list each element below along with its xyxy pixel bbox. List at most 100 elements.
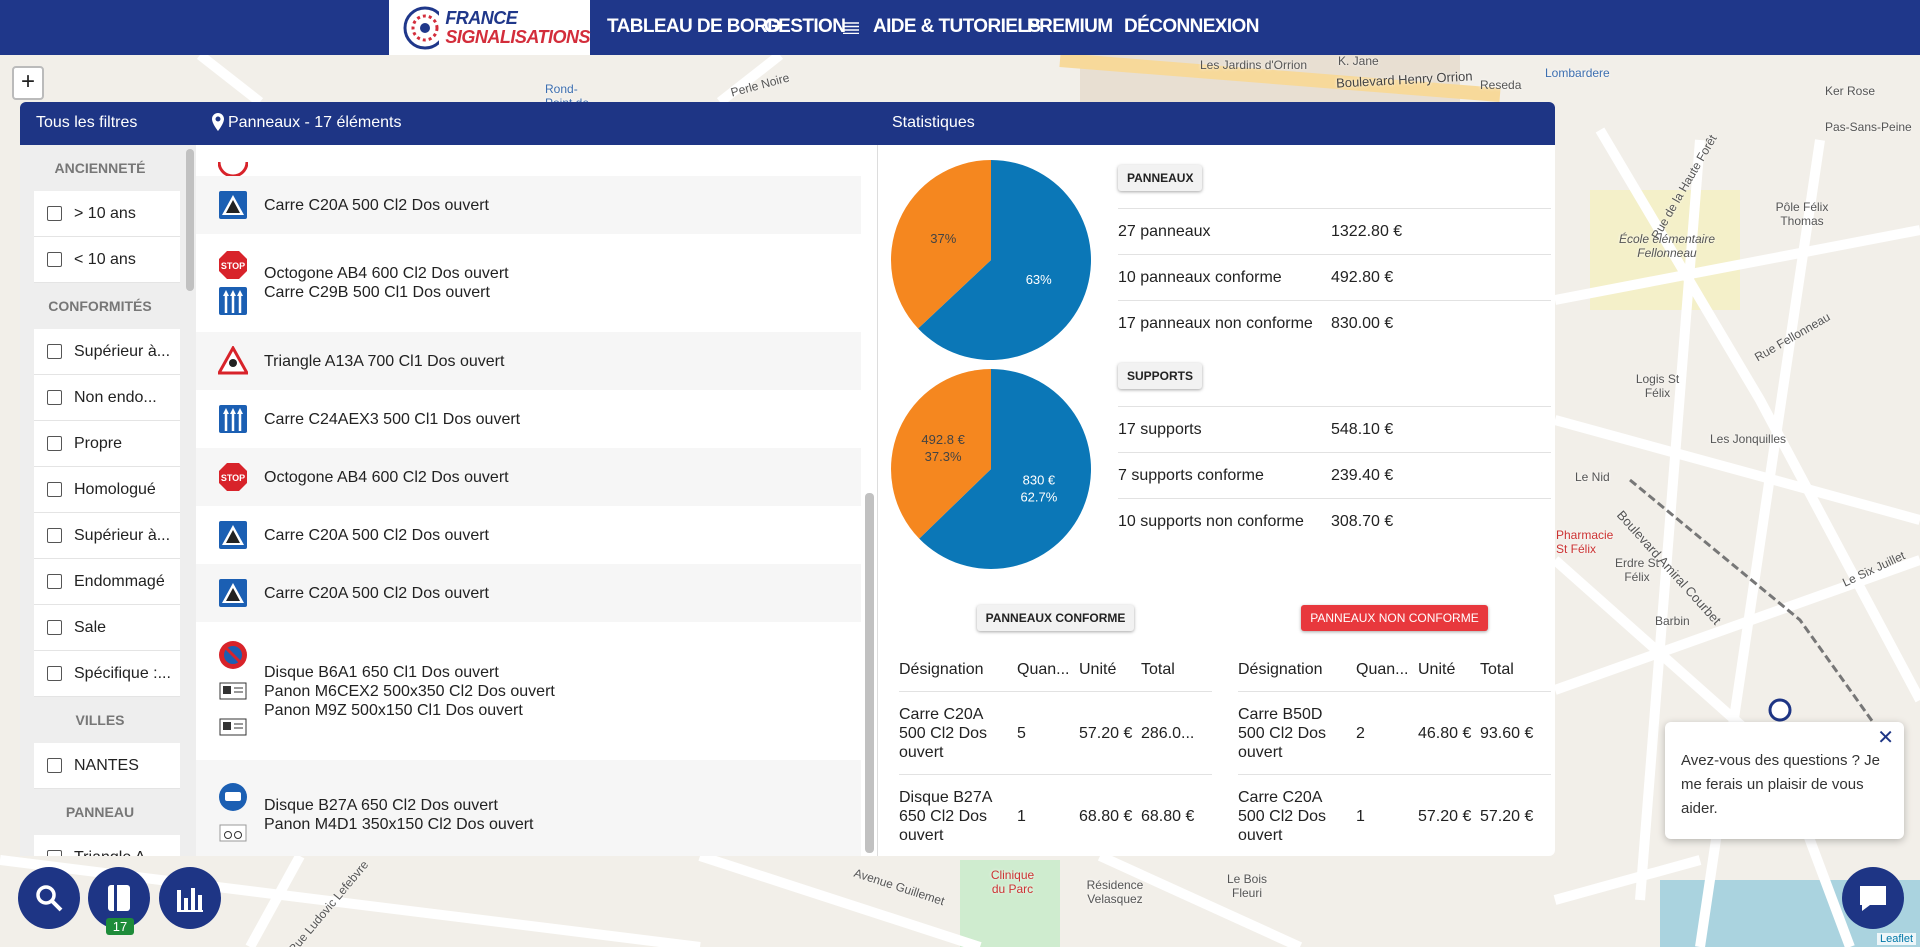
item-text: Carre C20A 500 Cl2 Dos ouvert: [264, 584, 489, 603]
filter-option[interactable]: Non endo...: [34, 375, 180, 421]
sign-icon: [219, 191, 247, 219]
list-item[interactable]: STOP Octogone AB4 600 Cl2 Dos ouvert Carre…: [196, 234, 861, 332]
slice-label: 492.8 €: [921, 432, 965, 447]
checkbox[interactable]: [47, 436, 62, 451]
checkbox[interactable]: [47, 344, 62, 359]
section-badge: PANNEAUX: [1118, 165, 1203, 191]
filters-panel: ANCIENNETÉ > 10 ans < 10 ans CONFORMITÉS Sup…: [20, 145, 196, 856]
filter-option[interactable]: Triangle A...: [34, 835, 180, 856]
filter-option[interactable]: Propre: [34, 421, 180, 467]
checkbox[interactable]: [47, 620, 62, 635]
pie-charts: 63% 37% 830 € 62.7% 492.8 € 37.3%: [891, 160, 1091, 569]
column-header: Quan...: [1356, 661, 1409, 678]
list-item[interactable]: Carre C20A 500 Cl2 Dos ouvert: [196, 564, 861, 622]
checkbox[interactable]: [47, 666, 62, 681]
map-label: Ker Rose: [1825, 84, 1876, 98]
pie-slice: [918, 160, 1091, 360]
nav-link[interactable]: TABLEAU DE BORD: [607, 16, 781, 37]
checkbox[interactable]: [47, 482, 62, 497]
checkbox[interactable]: [47, 528, 62, 543]
column-header: Unité: [1418, 661, 1456, 678]
filter-option[interactable]: Supérieur à...: [34, 513, 180, 559]
map-label: Logis St Félix: [1635, 372, 1680, 400]
map-label: Résidence Velasquez: [1086, 878, 1144, 906]
zoom-in[interactable]: +: [12, 66, 44, 100]
filter-option[interactable]: Sale: [34, 605, 180, 651]
sign-icon: [219, 287, 247, 315]
map-label: Le Nid: [1575, 470, 1610, 484]
list-item[interactable]: Carre C24AEX3 500 Cl1 Dos ouvert: [196, 390, 861, 448]
filter-option[interactable]: < 10 ans: [34, 237, 180, 283]
logo-text: SIGNALISATIONS: [445, 26, 590, 47]
filter-option[interactable]: > 10 ans: [34, 191, 180, 237]
checkbox[interactable]: [47, 758, 62, 773]
table-cell: 2: [1356, 724, 1365, 742]
stats-row: 10 panneaux conforme 492.80 €: [1118, 254, 1551, 300]
list-item[interactable]: Disque B6A1 650 Cl1 Dos ouvert Panon M6CE…: [196, 622, 861, 760]
summary-table: PANNEAUX CONFORME Désignation Quan... Unité…: [899, 605, 1212, 856]
filter-option[interactable]: NANTES: [34, 743, 180, 789]
stats-amount: 548.10 €: [1331, 420, 1394, 438]
map-label: K. Jane: [1338, 54, 1379, 68]
stats-row: 17 panneaux non conforme 830.00 €: [1118, 300, 1551, 346]
filter-label: Propre: [74, 434, 123, 452]
item-line: Panon M6CEX2 500x350 Cl2 Dos ouvert: [264, 682, 555, 700]
filter-label: Supérieur à...: [74, 342, 171, 360]
checkbox[interactable]: [47, 574, 62, 589]
item-line: Disque B27A 650 Cl2 Dos ouvert: [264, 797, 498, 814]
nav-link[interactable]: GESTION: [764, 16, 846, 37]
sign-icon: [219, 824, 247, 842]
nav-link[interactable]: PREMIUM: [1027, 16, 1113, 37]
checkbox[interactable]: [47, 252, 62, 267]
map-label: Clinique du Parc: [990, 868, 1035, 896]
search-button[interactable]: [18, 867, 80, 929]
menu-icon: [843, 22, 859, 34]
nav-link[interactable]: AIDE & TUTORIELS: [873, 16, 1041, 37]
stats-label: 7 supports conforme: [1118, 466, 1264, 484]
filter-option[interactable]: Spécifique :...: [34, 651, 180, 697]
summary-table: PANNEAUX NON CONFORME Désignation Quan... U…: [1238, 605, 1551, 856]
chat-button[interactable]: [1842, 867, 1904, 929]
checkbox[interactable]: [47, 390, 62, 405]
icon-column: [214, 782, 252, 848]
table-cell: Carre C20A 500 Cl2 Dos ouvert: [899, 705, 988, 761]
filter-label: < 10 ans: [74, 250, 136, 268]
close-button[interactable]: ✕: [1877, 727, 1894, 749]
section-badge: SUPPORTS: [1118, 363, 1203, 389]
list-item-partial[interactable]: [196, 145, 861, 176]
filter-label: Homologué: [74, 480, 156, 498]
list-item[interactable]: STOP Octogone AB4 600 Cl2 Dos ouvert: [196, 448, 861, 506]
logo[interactable]: FRANCE SIGNALISATIONS: [389, 0, 590, 55]
slice-percent: 37.3%: [925, 449, 962, 464]
icon-column: [214, 640, 252, 742]
column-header: Quan...: [1017, 661, 1070, 678]
table-cell: Carre B50D 500 Cl2 Dos ouvert: [1238, 705, 1327, 761]
count-badge: 17: [106, 918, 134, 935]
stats-button[interactable]: [159, 867, 221, 929]
filter-option[interactable]: Endommagé: [34, 559, 180, 605]
table-badge: PANNEAUX CONFORME: [976, 605, 1135, 631]
sign-icon: [218, 162, 248, 176]
icon-column: [214, 162, 252, 176]
logo-text: FRANCE: [445, 7, 518, 28]
list-item[interactable]: Carre C20A 500 Cl2 Dos ouvert: [196, 506, 861, 564]
item-line: Carre C29B 500 Cl1 Dos ouvert: [264, 284, 490, 301]
checkbox[interactable]: [47, 850, 62, 856]
list-item[interactable]: Carre C20A 500 Cl2 Dos ouvert: [196, 176, 861, 234]
sign-list: Carre C20A 500 Cl2 Dos ouvert STOP Octogon…: [196, 145, 877, 856]
filter-option[interactable]: Supérieur à...: [34, 329, 180, 375]
checkbox[interactable]: [47, 206, 62, 221]
list-item[interactable]: Triangle A13A 700 Cl1 Dos ouvert: [196, 332, 861, 390]
filter-option[interactable]: Homologué: [34, 467, 180, 513]
table-row: Carre B50D 500 Cl2 Dos ouvert 2 46.80 € 93.…: [1238, 692, 1551, 775]
table-header: Désignation Quan... Unité Total: [899, 648, 1212, 692]
sign-icon: [219, 521, 247, 549]
stats-panel: 63% 37% 830 €62.7% 492.8 €37.3% PANNEAUX 27 …: [877, 145, 1555, 856]
panel-header: Tous les filtres Panneaux - 17 éléments …: [20, 102, 1555, 145]
item-line: Disque B6A1 650 Cl1 Dos ouvert: [264, 663, 499, 681]
slice-label: 830 €: [1023, 473, 1056, 488]
nav-link[interactable]: DÉCONNEXION: [1124, 16, 1259, 37]
list-item[interactable]: Disque B27A 650 Cl2 Dos ouvert Panon M4D1…: [196, 760, 861, 856]
stats-section: SUPPORTS 17 supports 548.10 € 7 supports co…: [1118, 363, 1551, 544]
